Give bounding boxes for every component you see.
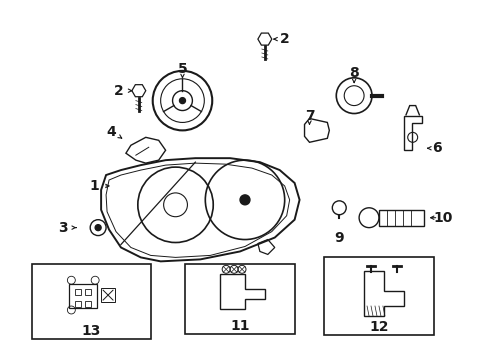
Text: 12: 12 [368, 320, 388, 334]
Text: 2: 2 [114, 84, 123, 98]
Bar [185, 264, 294, 334]
Text: 6: 6 [431, 141, 440, 155]
Circle shape [179, 98, 185, 104]
Text: 11: 11 [230, 319, 249, 333]
Text: 2: 2 [279, 32, 289, 46]
Text: 4: 4 [106, 125, 116, 139]
Bar [85, 301, 91, 307]
Bar [378, 210, 423, 226]
Text: 9: 9 [334, 230, 344, 244]
Text: 8: 8 [348, 66, 358, 80]
Bar [324, 257, 433, 335]
Bar [69, 284, 97, 308]
Text: 13: 13 [81, 324, 101, 338]
Bar [101, 288, 115, 302]
Text: 3: 3 [59, 221, 68, 235]
Circle shape [240, 195, 249, 205]
Bar [85, 289, 91, 295]
Bar [32, 264, 150, 339]
Bar [75, 289, 81, 295]
Bar [75, 301, 81, 307]
Circle shape [95, 225, 101, 231]
Text: 7: 7 [304, 108, 314, 122]
Text: 1: 1 [89, 179, 99, 193]
Text: 10: 10 [433, 211, 452, 225]
Text: 5: 5 [177, 62, 187, 76]
